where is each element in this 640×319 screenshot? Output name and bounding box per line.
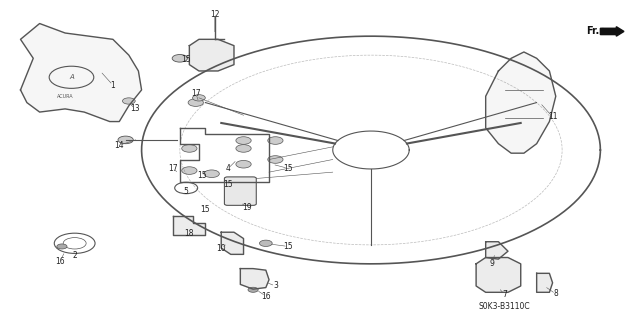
Text: 17: 17	[191, 89, 200, 98]
Text: 12: 12	[210, 10, 220, 19]
Circle shape	[193, 95, 205, 101]
Text: 11: 11	[548, 112, 557, 121]
Circle shape	[182, 167, 197, 174]
Text: 17: 17	[168, 164, 179, 173]
Circle shape	[122, 98, 135, 104]
Circle shape	[57, 244, 67, 249]
Text: 16: 16	[55, 257, 65, 266]
Polygon shape	[173, 216, 205, 235]
Text: S0K3-B3110C: S0K3-B3110C	[479, 302, 531, 311]
Text: 1: 1	[111, 81, 115, 90]
Text: 16: 16	[261, 292, 271, 300]
Circle shape	[259, 240, 272, 247]
Text: 15: 15	[197, 171, 207, 180]
Text: 5: 5	[184, 187, 189, 196]
Polygon shape	[476, 257, 521, 292]
Text: 15: 15	[181, 56, 191, 64]
Circle shape	[188, 99, 204, 106]
Circle shape	[118, 136, 133, 144]
FancyBboxPatch shape	[225, 177, 256, 205]
Circle shape	[236, 160, 251, 168]
Text: 8: 8	[554, 289, 558, 298]
Circle shape	[204, 170, 220, 178]
Polygon shape	[486, 242, 508, 259]
Text: 2: 2	[72, 251, 77, 260]
Text: 15: 15	[223, 180, 232, 189]
Text: 14: 14	[115, 141, 124, 150]
Text: ACURA: ACURA	[57, 94, 74, 99]
Circle shape	[236, 137, 251, 144]
Text: 7: 7	[502, 290, 508, 299]
FancyArrow shape	[600, 27, 624, 36]
Text: 15: 15	[284, 164, 293, 173]
Polygon shape	[241, 269, 269, 289]
Polygon shape	[537, 273, 552, 292]
Polygon shape	[221, 232, 244, 254]
Polygon shape	[486, 52, 556, 153]
Circle shape	[236, 145, 251, 152]
Text: 19: 19	[242, 203, 252, 212]
Text: 15: 15	[284, 242, 293, 251]
Text: 4: 4	[225, 165, 230, 174]
Circle shape	[268, 156, 283, 163]
Text: A: A	[69, 74, 74, 80]
Text: 18: 18	[184, 229, 194, 238]
Text: 13: 13	[131, 104, 140, 113]
Polygon shape	[189, 39, 234, 71]
Circle shape	[248, 287, 258, 292]
Circle shape	[172, 55, 188, 62]
Text: Fr.: Fr.	[586, 26, 600, 36]
Text: 3: 3	[273, 281, 278, 291]
Circle shape	[268, 137, 283, 144]
Text: 9: 9	[490, 259, 495, 268]
Text: 15: 15	[200, 205, 210, 214]
Circle shape	[182, 145, 197, 152]
Text: 10: 10	[216, 243, 226, 253]
Polygon shape	[20, 24, 141, 122]
